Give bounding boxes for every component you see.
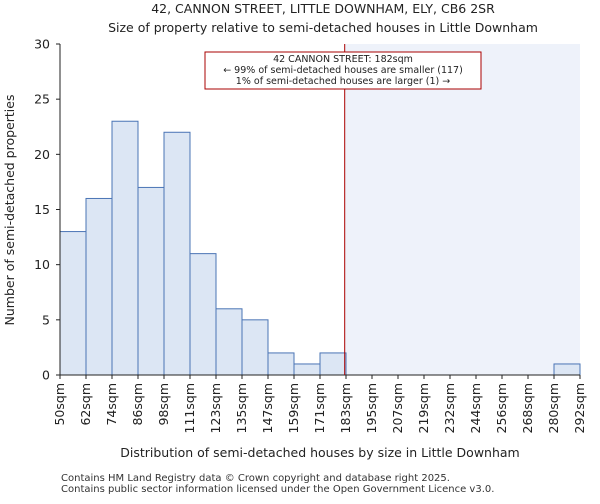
x-tick-label: 219sqm bbox=[416, 383, 431, 433]
x-axis-label: Distribution of semi-detached houses by … bbox=[120, 445, 519, 460]
annotation-line-3: 1% of semi-detached houses are larger (1… bbox=[236, 76, 450, 87]
bar bbox=[215, 308, 243, 376]
x-tick-label: 98sqm bbox=[156, 383, 171, 426]
x-tick-label: 135sqm bbox=[234, 383, 249, 433]
y-tick-label: 10 bbox=[34, 257, 50, 272]
y-tick-label: 20 bbox=[34, 147, 50, 162]
x-tick-label: 183sqm bbox=[338, 383, 353, 433]
x-tick-label: 232sqm bbox=[442, 383, 457, 433]
annotation-line-1: 42 CANNON STREET: 182sqm bbox=[273, 54, 413, 65]
x-tick-label: 244sqm bbox=[468, 383, 483, 433]
bar bbox=[553, 363, 581, 376]
annotation-line-2: ← 99% of semi-detached houses are smalle… bbox=[223, 65, 463, 76]
y-axis-label: Number of semi-detached properties bbox=[2, 95, 17, 326]
x-tick-label: 171sqm bbox=[312, 383, 327, 433]
footer-line-1: Contains HM Land Registry data © Crown c… bbox=[61, 473, 450, 484]
x-tick-label: 268sqm bbox=[520, 383, 535, 433]
bar bbox=[163, 131, 191, 376]
x-tick-label: 159sqm bbox=[286, 383, 301, 433]
y-tick-label: 0 bbox=[42, 368, 50, 383]
bar bbox=[241, 319, 269, 376]
y-tick-label: 5 bbox=[42, 312, 50, 327]
x-tick-label: 292sqm bbox=[572, 383, 587, 433]
bar bbox=[85, 197, 113, 376]
bar bbox=[267, 352, 295, 376]
y-tick-label: 30 bbox=[34, 37, 50, 52]
x-tick-label: 280sqm bbox=[546, 383, 561, 433]
bar bbox=[59, 231, 87, 376]
bar bbox=[189, 253, 217, 376]
bar bbox=[293, 363, 321, 376]
chart-subtitle: Size of property relative to semi-detach… bbox=[108, 20, 538, 35]
x-tick-label: 256sqm bbox=[494, 383, 509, 433]
x-tick-label: 195sqm bbox=[364, 383, 379, 433]
annotation-box: 42 CANNON STREET: 182sqm ← 99% of semi-d… bbox=[204, 51, 482, 90]
x-tick-label: 207sqm bbox=[390, 383, 405, 433]
y-tick-label: 15 bbox=[34, 202, 50, 217]
bar bbox=[137, 186, 165, 376]
highlight-region bbox=[344, 44, 580, 375]
x-tick-label: 123sqm bbox=[208, 383, 223, 433]
x-tick-label: 50sqm bbox=[52, 383, 67, 426]
y-tick-label: 25 bbox=[34, 92, 50, 107]
x-tick-label: 86sqm bbox=[130, 383, 145, 426]
x-tick-label: 111sqm bbox=[182, 383, 197, 433]
x-tick-label: 74sqm bbox=[104, 383, 119, 426]
x-tick-label: 62sqm bbox=[78, 383, 93, 426]
bar bbox=[111, 120, 139, 376]
footer-line-2: Contains public sector information licen… bbox=[61, 484, 495, 495]
bar bbox=[319, 352, 347, 376]
chart-title: 42, CANNON STREET, LITTLE DOWNHAM, ELY, … bbox=[151, 1, 495, 16]
x-tick-label: 147sqm bbox=[260, 383, 275, 433]
